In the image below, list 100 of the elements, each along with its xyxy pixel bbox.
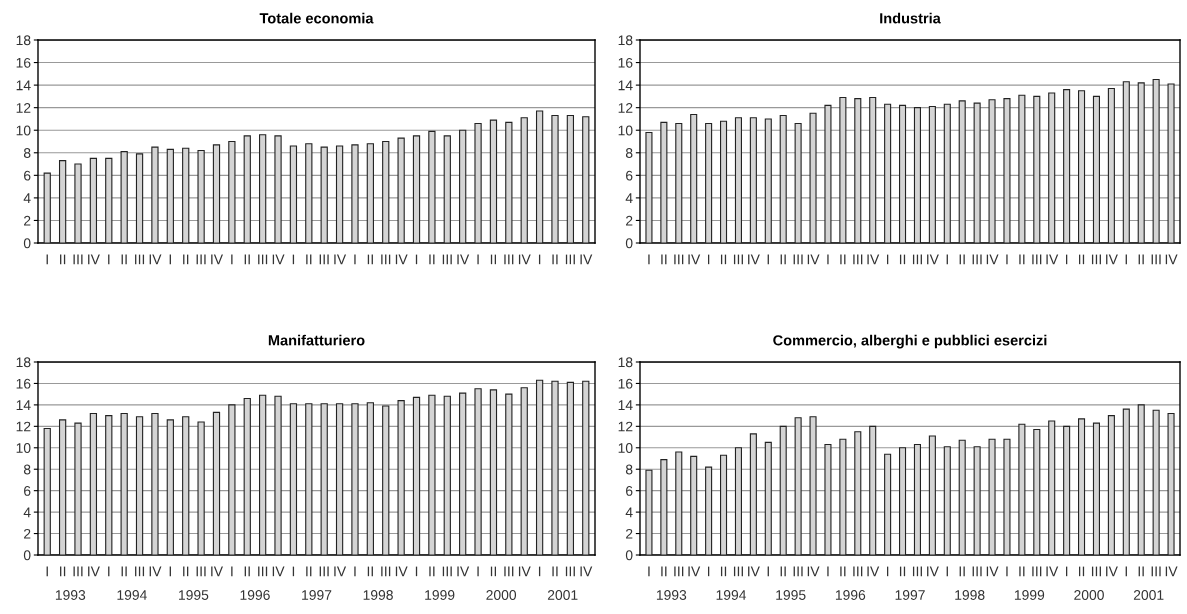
bar <box>105 415 113 555</box>
bar <box>1003 98 1011 243</box>
x-tick-label: II <box>244 566 250 577</box>
bar <box>274 135 282 243</box>
x-tick-label: IV <box>807 566 820 577</box>
y-tick-label: 12 <box>618 103 633 113</box>
bar <box>899 447 907 555</box>
bar <box>1078 90 1086 243</box>
y-tick-label: 8 <box>23 464 31 475</box>
x-tick-label: II <box>661 254 667 265</box>
y-tick-label: 12 <box>16 421 31 432</box>
x-tick-label: II <box>490 566 497 577</box>
bar <box>505 393 513 555</box>
x-tick-label: IV <box>1046 254 1059 265</box>
chart-title: Totale economia <box>259 12 374 24</box>
bar <box>212 411 221 555</box>
y-tick-label: 6 <box>626 486 633 496</box>
x-tick-label: I <box>477 254 479 265</box>
y-tick-label: 2 <box>24 215 31 226</box>
y-tick-label: 14 <box>618 400 633 410</box>
y-tick-label: 18 <box>618 357 633 368</box>
bar <box>489 389 498 555</box>
x-tick-label: IV <box>927 254 939 265</box>
bar <box>973 102 981 243</box>
bar <box>988 438 996 555</box>
x-tick-label: I <box>946 254 948 265</box>
bar <box>988 99 996 243</box>
x-tick-label: IV <box>88 566 100 577</box>
x-tick-label: III <box>73 254 83 265</box>
bar <box>1152 409 1160 555</box>
x-tick-label: IV <box>272 566 285 577</box>
x-tick-label: II <box>780 566 786 577</box>
bar <box>89 157 98 243</box>
bar <box>1018 94 1026 243</box>
bar <box>690 455 698 555</box>
bar <box>1122 408 1130 555</box>
x-tick-label: III <box>1032 566 1042 577</box>
bar <box>366 402 374 555</box>
x-tick-label: I <box>354 254 356 265</box>
bar <box>809 112 817 243</box>
bar <box>397 137 405 243</box>
y-tick-label: 0 <box>23 550 31 561</box>
y-tick-label: 14 <box>618 80 633 91</box>
bar <box>719 454 728 555</box>
bar <box>428 130 436 243</box>
bar <box>675 451 683 555</box>
x-tick-label: IV <box>395 254 408 265</box>
x-tick-label: III <box>504 566 514 577</box>
x-tick-label: III <box>912 254 922 265</box>
x-tick-label: I <box>1125 566 1127 577</box>
x-tick-label: II <box>1078 254 1085 265</box>
bar <box>645 469 653 555</box>
bar <box>89 412 98 555</box>
x-tick-label: IV <box>1106 254 1118 265</box>
x-tick-label: III <box>1091 566 1101 577</box>
bar <box>839 96 847 243</box>
bar <box>899 104 907 243</box>
x-tick-label: III <box>73 566 83 577</box>
x-tick-label: II <box>720 566 727 577</box>
x-tick-label: II <box>780 254 786 265</box>
x-tick-label: II <box>840 566 846 577</box>
x-tick-label: I <box>538 566 541 577</box>
x-tick-label: I <box>886 254 889 265</box>
bar <box>764 118 772 243</box>
bar <box>212 144 221 243</box>
bar <box>74 163 82 243</box>
x-tick-label: IV <box>688 254 701 265</box>
x-tick-label: III <box>196 566 206 577</box>
x-tick-label: III <box>565 566 575 577</box>
x-tick-label: II <box>959 254 965 265</box>
x-tick-label: I <box>827 254 829 265</box>
bar <box>1063 89 1071 243</box>
x-tick-label: II <box>1078 566 1085 577</box>
y-tick-label: 10 <box>16 125 31 136</box>
text: 2001 <box>1133 590 1164 600</box>
x-tick-label: IV <box>88 254 100 265</box>
x-tick-label: II <box>60 566 66 577</box>
x-tick-label: II <box>959 566 965 577</box>
bar <box>1167 412 1175 555</box>
bar <box>1137 404 1145 555</box>
x-tick-label: III <box>442 254 452 265</box>
bar <box>854 98 862 243</box>
bar <box>474 388 482 555</box>
x-tick-label: IV <box>272 254 285 265</box>
x-tick-label: I <box>108 566 110 577</box>
x-tick-label: III <box>972 254 982 265</box>
bar <box>779 425 787 555</box>
bar <box>824 444 832 555</box>
x-tick-label: IV <box>1106 566 1118 577</box>
bar <box>474 122 482 243</box>
bar <box>734 447 742 555</box>
bar <box>335 145 344 243</box>
text: 1997 <box>302 590 332 600</box>
x-tick-label: III <box>972 566 982 577</box>
bar <box>74 422 82 555</box>
y-tick-label: 4 <box>625 193 633 203</box>
x-tick-label: II <box>183 566 189 577</box>
x-tick-label: I <box>1065 254 1068 265</box>
bar <box>928 435 936 555</box>
x-tick-label: IV <box>867 254 880 265</box>
